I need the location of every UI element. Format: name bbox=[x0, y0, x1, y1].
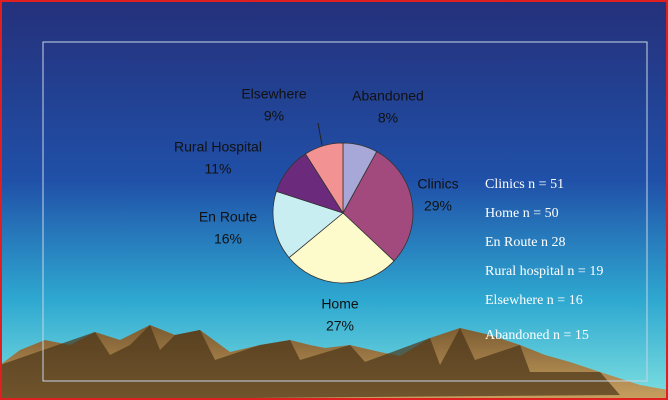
sample-size-note: Abandoned n = 15 bbox=[485, 328, 589, 343]
slide: Abandoned 8% Clinics 29% Home 27% En Route 16% R… bbox=[0, 0, 668, 400]
slice-category: Abandoned bbox=[352, 88, 424, 104]
slice-percent: 16% bbox=[214, 231, 242, 247]
slice-category: Elsewhere bbox=[241, 86, 307, 102]
slice-percent: 8% bbox=[378, 110, 398, 126]
sample-size-note: En Route n 28 bbox=[485, 235, 566, 250]
sample-size-note: Home n = 50 bbox=[485, 206, 559, 221]
slice-category: En Route bbox=[199, 209, 258, 225]
sample-size-note: Rural hospital n = 19 bbox=[485, 264, 603, 279]
slice-category: Rural Hospital bbox=[174, 139, 262, 155]
slice-percent: 27% bbox=[326, 318, 354, 334]
slice-category: Clinics bbox=[417, 176, 458, 192]
sample-size-note: Elsewhere n = 16 bbox=[485, 293, 583, 308]
slice-percent: 11% bbox=[205, 161, 232, 177]
sample-size-note: Clinics n = 51 bbox=[485, 177, 564, 192]
slice-percent: 29% bbox=[424, 198, 452, 214]
slice-percent: 9% bbox=[264, 108, 284, 124]
slice-category: Home bbox=[321, 296, 359, 312]
